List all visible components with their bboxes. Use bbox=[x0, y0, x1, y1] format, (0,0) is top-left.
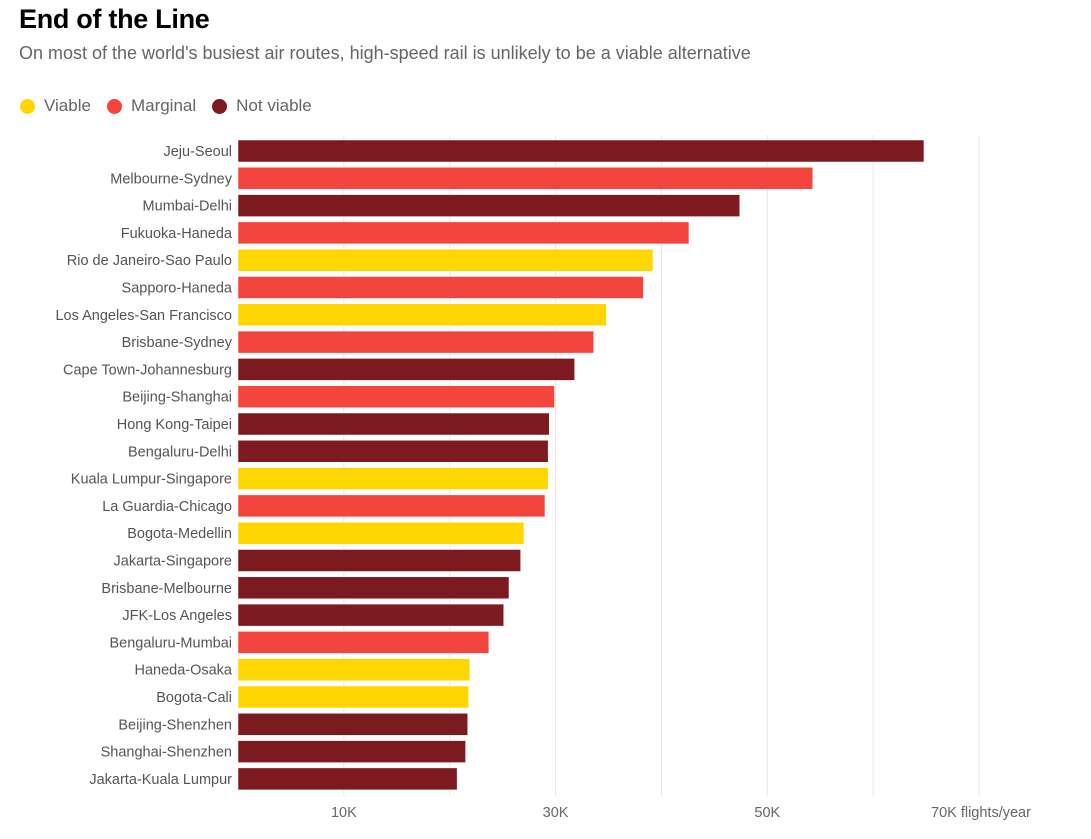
legend-swatch-not-viable bbox=[212, 98, 228, 114]
tick-label: 30K bbox=[543, 805, 569, 821]
bar bbox=[237, 603, 504, 627]
legend-label: Not viable bbox=[236, 96, 312, 115]
chart-title: End of the Line bbox=[19, 4, 210, 34]
category-label: Los Angeles-San Francisco bbox=[55, 308, 232, 324]
tick-label: 70K flights/year bbox=[931, 805, 1031, 821]
bar bbox=[237, 385, 555, 408]
bar bbox=[237, 740, 466, 763]
category-label: Bogota-Cali bbox=[156, 690, 232, 706]
bar bbox=[237, 139, 925, 163]
bar bbox=[237, 549, 521, 572]
category-label: Bogota-Medellin bbox=[127, 526, 232, 542]
tick-label: 10K bbox=[331, 805, 357, 821]
category-label: Jeju-Seoul bbox=[163, 144, 232, 160]
category-label: Brisbane-Melbourne bbox=[101, 581, 232, 597]
category-label: Shanghai-Shenzhen bbox=[101, 745, 232, 761]
legend: Viable Marginal Not viable bbox=[20, 96, 312, 116]
bar bbox=[237, 440, 549, 463]
bar bbox=[237, 412, 550, 436]
bar bbox=[237, 167, 814, 190]
bar bbox=[237, 521, 525, 545]
category-label: Melbourne-Sydney bbox=[110, 171, 232, 187]
bar bbox=[237, 713, 468, 736]
category-label: Haneda-Osaka bbox=[134, 663, 232, 679]
bar bbox=[237, 685, 470, 709]
category-label: Kuala Lumpur-Singapore bbox=[71, 472, 232, 488]
bar bbox=[237, 303, 607, 327]
legend-label: Viable bbox=[44, 96, 91, 115]
category-label: Sapporo-Haneda bbox=[122, 281, 233, 297]
bar bbox=[237, 194, 741, 217]
bar bbox=[237, 221, 690, 245]
category-label: La Guardia-Chicago bbox=[102, 499, 232, 515]
category-label: Beijing-Shanghai bbox=[122, 390, 232, 406]
bar bbox=[237, 767, 458, 791]
category-label: Brisbane-Sydney bbox=[122, 335, 233, 351]
legend-label: Marginal bbox=[130, 96, 197, 115]
bar bbox=[237, 494, 546, 518]
category-label: Jakarta-Singapore bbox=[114, 554, 233, 570]
category-label: Cape Town-Johannesburg bbox=[63, 362, 232, 378]
bar bbox=[237, 658, 471, 681]
bar bbox=[237, 467, 549, 490]
bar bbox=[237, 276, 644, 299]
legend-item-viable: Viable bbox=[20, 96, 91, 116]
bar bbox=[237, 248, 654, 272]
category-label: Beijing-Shenzhen bbox=[118, 717, 232, 733]
category-label: Jakarta-Kuala Lumpur bbox=[89, 772, 232, 788]
category-label: Fukuoka-Haneda bbox=[121, 226, 233, 242]
bar bbox=[237, 358, 575, 381]
bar bbox=[237, 576, 510, 600]
category-label: Mumbai-Delhi bbox=[143, 199, 232, 215]
legend-item-marginal: Marginal bbox=[106, 96, 197, 116]
category-label: Hong Kong-Taipei bbox=[117, 417, 232, 433]
bar bbox=[237, 631, 490, 654]
chart-subtitle: On most of the world's busiest air route… bbox=[19, 43, 751, 63]
category-label: JFK-Los Angeles bbox=[122, 608, 232, 624]
legend-swatch-marginal bbox=[106, 98, 122, 114]
legend-item-not-viable: Not viable bbox=[212, 96, 312, 116]
tick-label: 50K bbox=[754, 805, 780, 821]
category-label: Bengaluru-Delhi bbox=[128, 444, 232, 460]
category-label: Bengaluru-Mumbai bbox=[109, 635, 232, 651]
category-label: Rio de Janeiro-Sao Paulo bbox=[67, 253, 232, 269]
bar bbox=[237, 330, 594, 354]
legend-swatch-viable bbox=[20, 98, 35, 114]
